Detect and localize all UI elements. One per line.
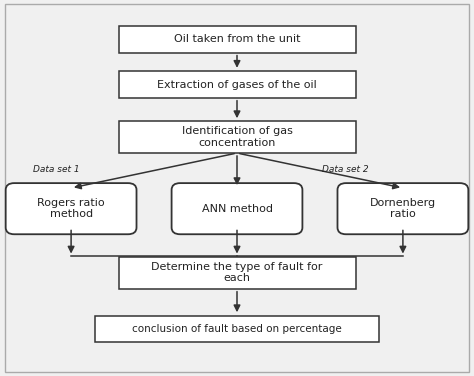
Text: Data set 2: Data set 2 — [322, 165, 369, 174]
Text: Dornenberg
ratio: Dornenberg ratio — [370, 198, 436, 220]
FancyBboxPatch shape — [118, 121, 356, 153]
FancyBboxPatch shape — [6, 183, 137, 234]
FancyBboxPatch shape — [118, 26, 356, 53]
FancyBboxPatch shape — [118, 71, 356, 98]
Text: Rogers ratio
method: Rogers ratio method — [37, 198, 105, 220]
Text: Identification of gas
concentration: Identification of gas concentration — [182, 126, 292, 148]
Text: Determine the type of fault for
each: Determine the type of fault for each — [151, 262, 323, 284]
Text: Data set 1: Data set 1 — [33, 165, 80, 174]
FancyBboxPatch shape — [337, 183, 468, 234]
Text: ANN method: ANN method — [201, 204, 273, 214]
FancyBboxPatch shape — [172, 183, 302, 234]
Text: conclusion of fault based on percentage: conclusion of fault based on percentage — [132, 324, 342, 334]
FancyBboxPatch shape — [118, 256, 356, 289]
FancyBboxPatch shape — [5, 4, 469, 372]
Text: Extraction of gases of the oil: Extraction of gases of the oil — [157, 80, 317, 89]
FancyBboxPatch shape — [95, 316, 379, 342]
Text: Oil taken from the unit: Oil taken from the unit — [174, 35, 300, 44]
